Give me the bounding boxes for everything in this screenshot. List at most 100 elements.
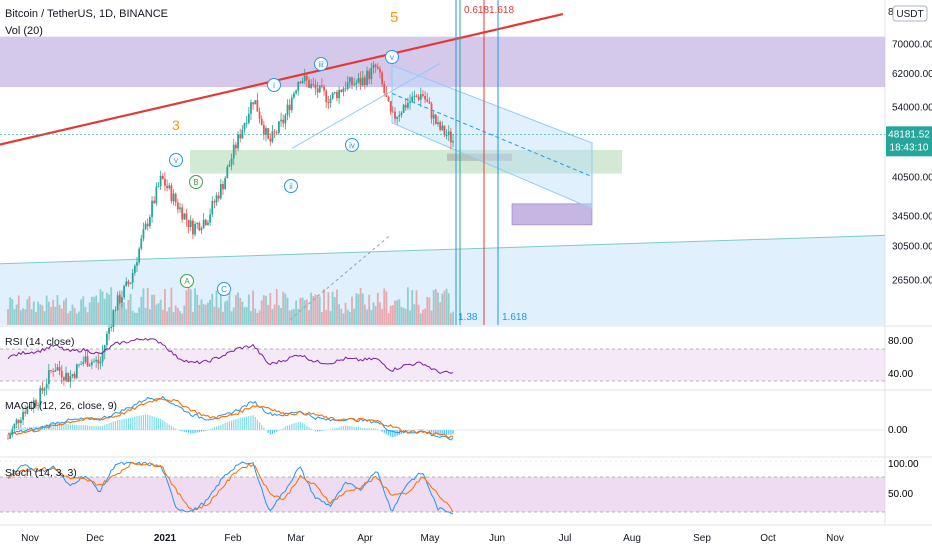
fib-0618-label: 0.618 [464, 5, 489, 16]
price-tick: 70000.00 [892, 39, 932, 50]
fib-138-label: 1.38 [458, 312, 478, 323]
volume-bar [194, 288, 196, 325]
candle [232, 144, 235, 159]
candle [28, 406, 31, 408]
candle [419, 94, 422, 100]
volume-bar [123, 302, 125, 325]
candle [404, 104, 407, 108]
candle [71, 374, 74, 377]
candle [445, 135, 448, 136]
volume-bar [275, 289, 278, 325]
volume-bar [39, 304, 42, 325]
candle [329, 98, 332, 104]
candle [267, 128, 270, 139]
volume-bar [187, 287, 190, 325]
volume-bar [284, 293, 287, 325]
candle [82, 361, 85, 364]
volume-bar [149, 309, 151, 325]
candle [321, 85, 323, 87]
currency-button[interactable] [892, 5, 928, 22]
volume-bar [308, 310, 310, 325]
price-tick: 40500.00 [892, 173, 932, 184]
candle [372, 64, 375, 68]
volume-bar [204, 304, 207, 325]
volume-bar [396, 300, 399, 325]
volume-bar [346, 309, 349, 325]
volume-bar [329, 311, 332, 325]
volume-bar [370, 310, 373, 325]
candle [245, 122, 248, 124]
rsi-line [7, 337, 454, 374]
candle [121, 297, 123, 303]
candle [174, 193, 177, 203]
wave-v-left-circle [169, 153, 183, 167]
candle [211, 201, 214, 215]
volume-bar [226, 300, 229, 325]
volume-bar [136, 312, 138, 325]
candle [273, 131, 276, 133]
volume-bar [387, 313, 390, 325]
volume-bar [15, 304, 18, 325]
volume-bar [325, 310, 328, 325]
volume-bar [198, 304, 201, 325]
candle [88, 365, 91, 367]
candle [374, 64, 377, 67]
volume-bar [379, 302, 381, 325]
candle [219, 183, 222, 199]
candle [327, 102, 330, 104]
wave-5-label: 5 [390, 9, 398, 26]
candle [278, 121, 280, 133]
candle [293, 93, 295, 98]
volume-bar [376, 292, 379, 325]
volume-bar [310, 292, 313, 325]
volume-bar [114, 313, 117, 325]
candle [230, 158, 233, 165]
candle [434, 114, 437, 124]
candle [443, 125, 446, 136]
candle [286, 104, 289, 116]
volume-bar [30, 309, 33, 325]
candle [290, 97, 293, 111]
candle [426, 99, 429, 102]
fib-1618-bottom-label: 1.618 [502, 312, 527, 323]
candles-layer [7, 60, 454, 440]
candle [50, 370, 52, 372]
candle [56, 367, 59, 371]
candle [222, 183, 224, 190]
candle [316, 88, 319, 93]
volume-bar [368, 294, 371, 325]
candle [215, 195, 218, 203]
candle [394, 111, 396, 119]
candle [189, 220, 192, 227]
volume-bar [265, 295, 267, 325]
candle [39, 387, 42, 406]
volume-bar [400, 306, 403, 325]
candle [439, 122, 442, 130]
candle [45, 384, 48, 389]
volume-bar [22, 308, 24, 325]
candle [80, 363, 82, 365]
countdown-value: 18:43:10 [890, 142, 929, 153]
candle [202, 219, 205, 229]
candle [47, 370, 50, 385]
candle [32, 400, 35, 408]
volume-bar [245, 307, 248, 325]
candle [181, 207, 184, 220]
volume-bar [28, 296, 31, 325]
candle [312, 83, 315, 85]
volume-bar [348, 311, 351, 325]
volume-bar [267, 304, 270, 325]
candle [318, 85, 321, 93]
candle [256, 100, 259, 112]
rsi-tick: 80.00 [888, 336, 913, 347]
volume-bar [224, 301, 227, 325]
candle [93, 361, 95, 363]
candle [99, 361, 102, 364]
volume-bar [288, 310, 291, 325]
volume-bar [166, 311, 168, 325]
volume-bar [93, 296, 95, 325]
candle [54, 370, 57, 372]
candle [400, 112, 403, 116]
